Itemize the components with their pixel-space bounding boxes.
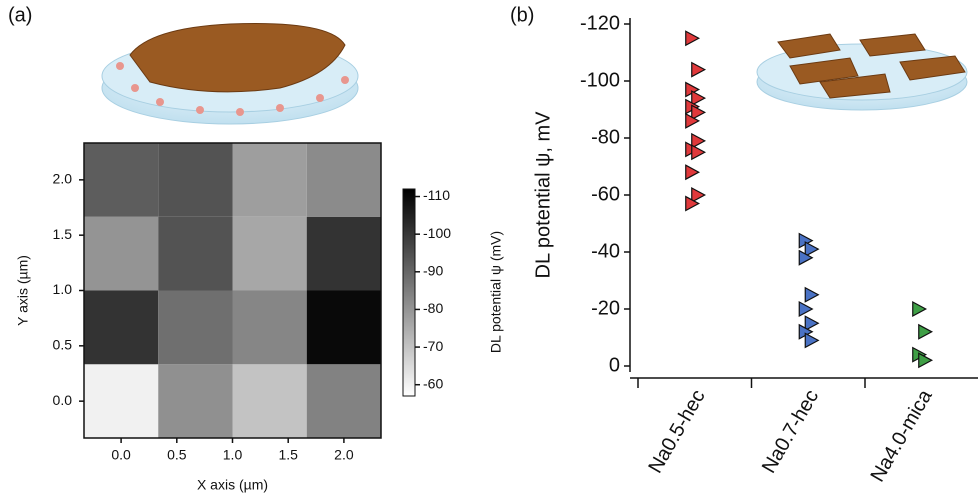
colorbar [402, 188, 416, 397]
heatmap-cell [158, 290, 233, 365]
marker [798, 300, 814, 318]
heatmap-cell [306, 290, 381, 365]
marker [918, 323, 934, 340]
marker [918, 352, 934, 369]
x-tick-label: 1.0 [223, 447, 243, 463]
marker [691, 90, 707, 107]
x-tick-label: Na0.5-hec [644, 386, 709, 477]
heatmap-cell [306, 216, 381, 291]
marker [685, 30, 701, 47]
x-tick-label: Na4.0-mica [866, 385, 937, 485]
y-tick-label: 1.5 [53, 226, 73, 242]
x-axis-label: X axis (µm) [197, 477, 268, 493]
marker [685, 112, 701, 129]
panel-label: (a) [8, 4, 32, 26]
x-tick-label: 0.5 [167, 447, 187, 463]
heatmap-cell [158, 143, 233, 217]
marker [804, 241, 820, 258]
marker [691, 132, 707, 149]
colorbar-tick-label: -80 [423, 300, 443, 316]
illustration [756, 33, 968, 111]
colorbar-label: DL potential ψ (mV) [488, 231, 504, 353]
marker [691, 186, 707, 204]
illustration [101, 22, 359, 125]
y-tick-label: -60 [591, 183, 620, 205]
marker [691, 104, 707, 121]
colorbar-tick-label: -110 [423, 187, 450, 203]
panel-label: (b) [510, 4, 534, 26]
y-tick-label: -80 [591, 126, 620, 148]
heatmap-cell [158, 216, 233, 291]
marker [804, 286, 820, 303]
marker [912, 300, 928, 318]
colorbar-tick-label: -90 [423, 263, 443, 279]
colorbar-tick-label: -70 [423, 338, 443, 354]
marker [804, 332, 820, 349]
heatmap-cell [84, 364, 159, 438]
y-tick-label: 1.0 [53, 281, 73, 297]
marker [804, 315, 820, 332]
heatmap-cell [306, 143, 381, 217]
y-tick-label: -120 [580, 12, 620, 34]
y-tick-label: -40 [591, 240, 620, 262]
marker [691, 61, 707, 78]
heatmap-cell [232, 290, 307, 365]
y-tick-label: -100 [580, 69, 620, 91]
heatmap-cell [84, 216, 159, 291]
y-tick-label: 2.0 [53, 171, 73, 187]
x-tick-label: 2.0 [334, 447, 354, 463]
heatmap-cell [158, 364, 233, 438]
colorbar-tick-label: -100 [423, 225, 451, 241]
x-tick-label: Na0.7-hec [758, 386, 823, 477]
marker [685, 164, 701, 181]
x-tick-label: 0.0 [111, 447, 131, 463]
y-tick-label: 0.0 [53, 392, 73, 408]
marker [685, 195, 701, 212]
y-axis-label: DL potential ψ, mV [532, 111, 554, 279]
y-tick-label: -20 [591, 297, 620, 319]
colorbar-tick-label: -60 [423, 375, 443, 391]
heatmap-cell [232, 216, 307, 291]
x-tick-label: 1.5 [278, 447, 298, 463]
heatmap-cell [84, 143, 159, 217]
heatmap-cell [232, 143, 307, 217]
heatmap-cell [84, 290, 159, 365]
y-axis-label: Y axis (µm) [15, 255, 31, 326]
heatmap-cell [306, 364, 381, 438]
y-tick-label: 0.5 [53, 337, 73, 353]
marker [691, 144, 707, 161]
marker [798, 249, 814, 266]
y-tick-label: 0 [609, 354, 620, 376]
heatmap-cell [232, 364, 307, 438]
